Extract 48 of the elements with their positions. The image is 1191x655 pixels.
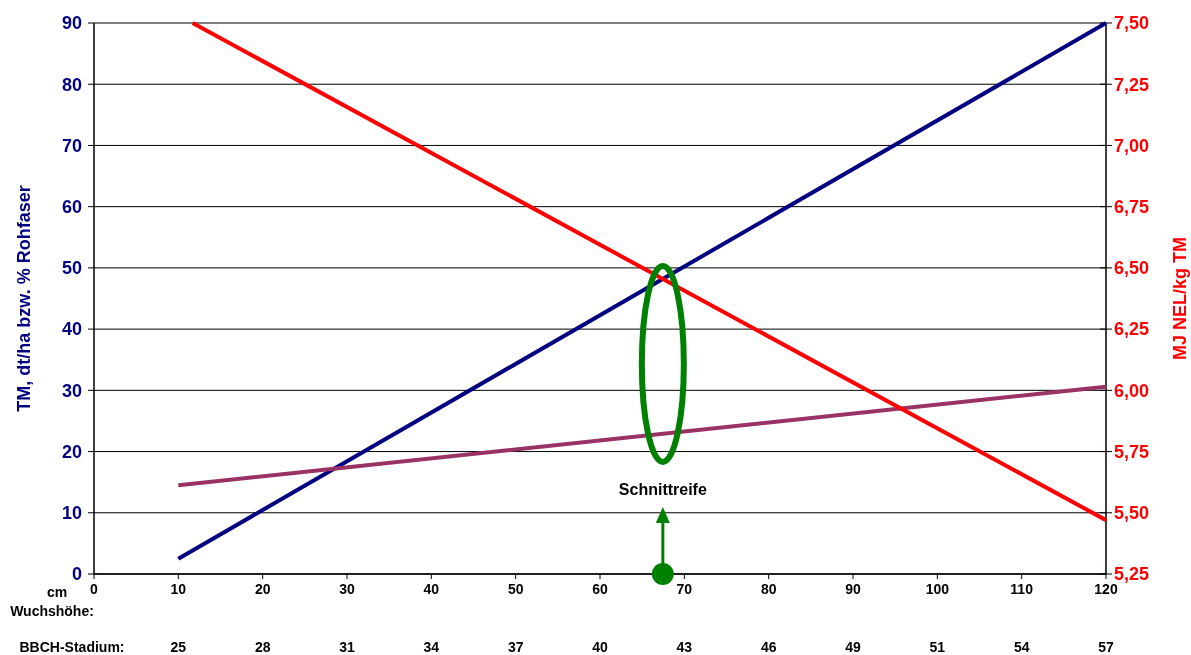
text: cm [46, 584, 68, 600]
x-tick-label: 30 [339, 581, 355, 597]
y-tick-label: 90 [61, 13, 82, 34]
text: 25 [170, 639, 187, 655]
text: 34 [423, 639, 440, 655]
annotation: Schnittreife [618, 480, 707, 498]
text: 40 [592, 639, 608, 655]
x-tick-label: 10 [170, 581, 187, 597]
y2-tick-label: 5,75 [1114, 441, 1150, 462]
y-tick-label: 60 [61, 196, 82, 217]
text: BBCH-Stadium: [19, 639, 125, 655]
x-tick-label: 110 [1010, 581, 1034, 597]
x-tick-label: 50 [507, 581, 524, 597]
text: 57 [1098, 639, 1114, 655]
y-tick-label: 30 [61, 380, 82, 401]
x-tick-label: 0 [90, 581, 99, 597]
y-tick-label: 20 [61, 441, 82, 462]
text: 37 [507, 639, 524, 655]
text: 54 [1013, 639, 1030, 655]
x-tick-label: 40 [423, 581, 440, 597]
x-tick-label: 20 [254, 581, 271, 597]
x-tick-label: 80 [760, 581, 777, 597]
y2-tick-label: 7,25 [1114, 74, 1150, 95]
y2-tick-label: 7,50 [1114, 13, 1150, 34]
y-axis-title: TM, dt/ha bzw. % Rohfaser [14, 185, 34, 412]
y2-tick-label: 7,00 [1114, 135, 1150, 156]
y2-tick-label: 6,75 [1114, 196, 1150, 217]
y-tick-label: 80 [61, 74, 82, 95]
y-tick-label: 50 [61, 258, 82, 279]
x-tick-label: 100 [925, 581, 950, 597]
text: 31 [339, 639, 355, 655]
y-tick-label: 10 [61, 503, 82, 524]
x-tick-label: 70 [676, 581, 693, 597]
y-tick-label: 40 [61, 319, 82, 340]
y-tick-label: 70 [61, 135, 82, 156]
text: 46 [760, 639, 777, 655]
x-tick-label: 60 [592, 581, 608, 597]
x-tick-label: 90 [845, 581, 861, 597]
y2-tick-label: 6,25 [1114, 319, 1150, 340]
text: 43 [676, 639, 693, 655]
x-axis-title: Wuchshöhe: [10, 603, 94, 619]
text: 28 [254, 639, 271, 655]
text: 49 [845, 639, 861, 655]
text: 51 [929, 639, 946, 655]
y2-axis-title: MJ NEL/kg TM [1170, 236, 1190, 361]
y2-tick-label: 5,50 [1114, 503, 1150, 524]
y2-tick-label: 6,00 [1114, 380, 1150, 401]
y2-tick-label: 6,50 [1114, 258, 1150, 279]
